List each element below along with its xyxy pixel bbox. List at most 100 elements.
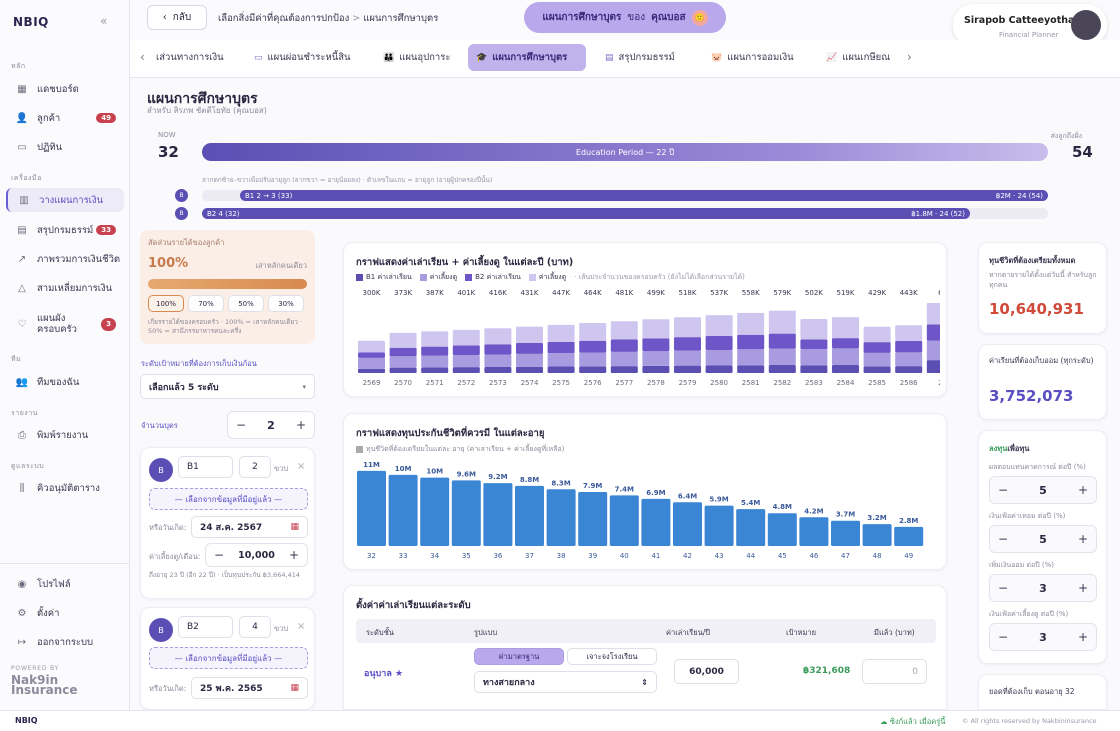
tab-financial-path[interactable]: เส่วนทางการเงิน: [156, 52, 224, 63]
cost-chart-title: กราฟแสดงค่าเล่าเรียน + ค่าเลี้ยงดู ในแต่…: [356, 257, 574, 268]
child-name-input[interactable]: B2: [178, 616, 233, 638]
tab-savings-plan[interactable]: 🐷 แผนการออมเงิน: [711, 52, 794, 63]
insurance-bar: [578, 492, 608, 546]
savings-increase-stepper[interactable]: − 3 +: [989, 574, 1097, 602]
child-avatar: B: [149, 618, 173, 642]
x-tick-label: 2576: [584, 379, 602, 387]
collapse-sidebar-icon[interactable]: «: [100, 14, 108, 28]
plus-icon[interactable]: +: [288, 548, 300, 562]
nav-profile[interactable]: ◉ โปรไฟล์: [6, 572, 124, 596]
specific-school-option[interactable]: เจาะจงโรงเรียน: [567, 648, 657, 665]
savings-need-card: ค่าเรียนที่ต้องเก็บออม (ทุกระดับ) 3,752,…: [978, 344, 1107, 420]
tuition-inflation-label: เงินเฟ้อค่าเทอม ต่อปี (%): [989, 512, 1066, 520]
child-existing-select[interactable]: — เลือกจากข้อมูลที่มีอยู่แล้ว —: [149, 488, 308, 510]
share-option-50[interactable]: 50%: [228, 295, 264, 312]
minus-icon[interactable]: −: [997, 483, 1009, 497]
have-input[interactable]: 0: [862, 659, 927, 684]
pill-client: คุณบอส: [651, 12, 686, 23]
col-tuition: ค่าเล่าเรียน/ปี: [666, 628, 711, 637]
tuition-input[interactable]: 60,000: [674, 659, 739, 684]
nav-customers[interactable]: 👤 ลูกค้า 49: [6, 106, 124, 130]
nav-settings[interactable]: ⚙ ตั้งค่า: [6, 601, 124, 625]
bar-value-label: 8.8M: [520, 476, 539, 484]
dob-input[interactable]: 25 พ.ค. 2565 ▦: [191, 677, 308, 699]
kids-count-stepper[interactable]: − 2 +: [227, 411, 315, 439]
tab-retirement-plan[interactable]: 📈 แผนเกษียณ: [826, 52, 891, 63]
tuition-inflation-stepper[interactable]: − 5 +: [989, 525, 1097, 553]
x-tick-label: 2582: [773, 379, 791, 387]
plus-icon[interactable]: +: [1077, 483, 1089, 497]
goal-level-select[interactable]: เลือกแล้ว 5 ระดับ ▾: [140, 374, 315, 399]
back-button[interactable]: ‹ กลับ: [147, 5, 207, 30]
close-icon[interactable]: ×: [297, 461, 306, 472]
nav-print-report[interactable]: ⎙ พิมพ์รายงาน: [6, 423, 124, 447]
income-share-slider[interactable]: [148, 279, 307, 289]
nav-dashboard[interactable]: ▦ แดชบอร์ด: [6, 77, 124, 101]
plus-icon[interactable]: +: [1077, 532, 1089, 546]
child-age-input[interactable]: 4: [239, 616, 271, 638]
minus-icon[interactable]: −: [235, 418, 247, 432]
user-card[interactable]: Sirapob Catteeyothai Financial Planner: [953, 4, 1107, 46]
tab-scroll-left-icon[interactable]: ‹: [140, 50, 145, 64]
col-type: รูปแบบ: [474, 628, 498, 637]
minus-icon[interactable]: −: [997, 532, 1009, 546]
x-tick-label: 2580: [710, 379, 728, 387]
stacked-bar-segment: [610, 366, 638, 373]
x-tick-label: 46: [809, 552, 818, 560]
close-icon[interactable]: ×: [297, 621, 306, 632]
nav-life-overview[interactable]: ↗ ภาพรวมการเงินชีวิต: [6, 247, 124, 271]
share-option-100[interactable]: 100%: [148, 295, 184, 312]
minus-icon[interactable]: −: [997, 630, 1009, 644]
count-badge: 33: [96, 225, 116, 235]
stacked-bar-segment: [610, 351, 638, 367]
return-label: ผลตอบแทนคาดการณ์ ต่อปี (%): [989, 463, 1086, 471]
stacked-bar-segment: [516, 353, 543, 367]
trend-icon: ↗: [17, 253, 27, 265]
tab-policy-summary[interactable]: ▤ สรุปกรมธรรม์: [605, 52, 675, 63]
copyright: © All rights reserved by Nakbininsurance: [962, 717, 1097, 725]
return-stepper[interactable]: − 5 +: [989, 476, 1097, 504]
dob-value: 25 พ.ค. 2565: [200, 684, 263, 694]
share-option-30[interactable]: 30%: [268, 295, 304, 312]
child-timeline-bar[interactable]: B2 4 (32) ฿1.8M · 24 (52): [202, 208, 970, 219]
stacked-bar-segment: [421, 346, 449, 356]
graduation-icon: 🎓: [476, 52, 488, 63]
x-tick-label: 2575: [552, 379, 570, 387]
nav-approval-queue[interactable]: ⫼ คิวอนุมัติตาราง: [6, 476, 124, 500]
section-tools-label: เครื่องมือ: [11, 174, 42, 182]
col-target: เป้าหมาย: [786, 628, 817, 637]
monthly-cost-stepper[interactable]: − 10,000 +: [205, 543, 308, 567]
living-inflation-value: 3: [1039, 630, 1047, 644]
nav-financial-plan[interactable]: ▥ วางแผนการเงิน: [6, 188, 124, 212]
child-existing-select[interactable]: — เลือกจากข้อมูลที่มีอยู่แล้ว —: [149, 647, 308, 669]
school-tier-select[interactable]: ทางสายกลาง ⇕: [474, 671, 657, 693]
minus-icon[interactable]: −: [997, 581, 1009, 595]
legend-b2-living: ค่าเลี้ยงดู: [528, 272, 566, 283]
child-age-input[interactable]: 2: [239, 456, 271, 478]
share-option-70[interactable]: 70%: [188, 295, 224, 312]
tab-debt-plan[interactable]: ▭ แผนผ่อนชำระหนี้สิน: [254, 52, 351, 63]
plus-icon[interactable]: +: [1077, 581, 1089, 595]
standard-option[interactable]: ค่ามาตรฐาน: [474, 648, 564, 665]
tab-dependents-plan[interactable]: 👪 แผนอุปการะ: [383, 52, 451, 63]
nav-logout[interactable]: ↦ ออกจากระบบ: [6, 630, 124, 654]
tab-education-plan[interactable]: 🎓 แผนการศึกษาบุตร: [468, 44, 586, 71]
stacked-bar-segment: [926, 324, 940, 341]
nav-financial-triangle[interactable]: △ สามเหลี่ยมการเงิน: [6, 276, 124, 300]
breadcrumb-link[interactable]: เลือกสิ่งมีค่าที่คุณต้องการปกป้อง: [218, 13, 350, 24]
nav-my-team[interactable]: 👥 ทีมของฉัน: [15, 376, 80, 388]
nav-calendar[interactable]: ▭ ปฏิทิน: [6, 135, 124, 159]
child-timeline-bar[interactable]: B1 2 → 3 (33) ฿2M · 24 (54): [240, 190, 1048, 201]
nav-family-tree[interactable]: ♡ แผนผัง ครอบครัว 3: [6, 310, 124, 338]
plus-icon[interactable]: +: [295, 418, 307, 432]
x-tick-label: 2579: [679, 379, 697, 387]
page-subtitle: สำหรับ สิรภพ ชัตตีโยทัย (คุณบอส): [147, 106, 267, 115]
plus-icon[interactable]: +: [1077, 630, 1089, 644]
tab-scroll-right-icon[interactable]: ›: [907, 50, 912, 64]
dob-input[interactable]: 24 ส.ค. 2567 ▦: [191, 516, 308, 538]
minus-icon[interactable]: −: [213, 548, 225, 562]
child-name-input[interactable]: B1: [178, 456, 233, 478]
nav-policy-summary[interactable]: ▤ สรุปกรมธรรม์ 33: [6, 218, 124, 242]
living-inflation-stepper[interactable]: − 3 +: [989, 623, 1097, 651]
nakin-logo: Nak9in Insurance: [11, 673, 78, 697]
